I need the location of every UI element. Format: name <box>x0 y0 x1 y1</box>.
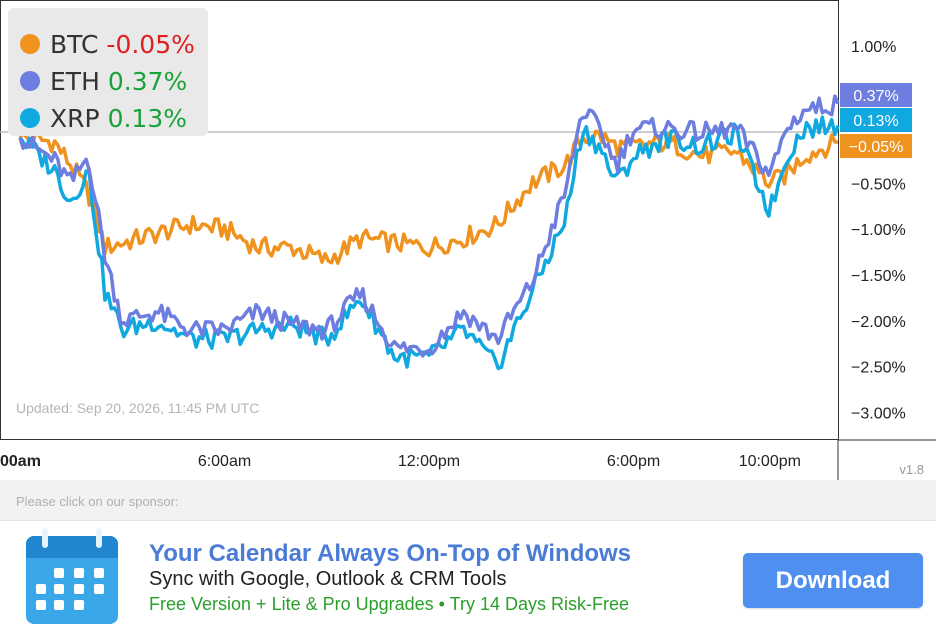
updated-timestamp: Updated: Sep 20, 2026, 11:45 PM UTC <box>16 400 260 416</box>
last-value-badge-btc <box>840 134 912 158</box>
last-value-label: 0.37% <box>853 88 898 105</box>
y-tick-label: −1.50% <box>851 268 906 285</box>
last-value-badge-eth <box>840 83 912 107</box>
legend-item-eth: ETH 0.37% <box>20 63 187 99</box>
legend-item-xrp: XRP 0.13% <box>20 100 187 136</box>
legend-value: -0.05% <box>106 29 195 59</box>
x-tick-label: 6:00am <box>198 453 251 470</box>
calendar-icon[interactable] <box>26 528 118 624</box>
last-value-label: −0.05% <box>849 139 904 156</box>
y-tick-label: −2.00% <box>851 314 906 331</box>
legend-value: 0.13% <box>107 103 187 133</box>
legend: BTC -0.05% ETH 0.37% XRP 0.13% <box>8 8 208 136</box>
y-tick-label: −2.50% <box>851 360 906 377</box>
x-tick-label: 12:00pm <box>398 453 460 470</box>
ad-title[interactable]: Your Calendar Always On-Top of Windows <box>149 540 632 567</box>
series-line-eth <box>18 94 840 358</box>
last-value-badge-xrp <box>840 108 912 132</box>
legend-name: ETH <box>50 66 100 96</box>
y-tick-label: −1.00% <box>851 222 906 239</box>
legend-value: 0.37% <box>107 66 188 96</box>
last-value-label: 0.13% <box>853 113 898 130</box>
sponsor-band <box>0 480 936 520</box>
legend-item-btc: BTC -0.05% <box>20 26 195 62</box>
x-tick-label: 10:00pm <box>739 453 801 470</box>
download-button[interactable]: Download <box>743 553 923 608</box>
y-tick-label: −3.00% <box>851 406 906 423</box>
sponsor-label: Please click on our sponsor: <box>16 494 179 509</box>
legend-name: XRP <box>50 103 100 133</box>
eth-dot-icon <box>20 71 40 91</box>
version-label: v1.8 <box>899 462 924 477</box>
y-tick-label: 1.00% <box>851 39 896 56</box>
x-tick-label: 00am <box>0 453 41 470</box>
x-tick-label: 6:00pm <box>607 453 660 470</box>
legend-name: BTC <box>50 29 99 59</box>
y-tick-label: −0.50% <box>851 176 906 193</box>
series-line-xrp <box>18 115 840 371</box>
xrp-dot-icon <box>20 108 40 128</box>
ad-subtitle: Sync with Google, Outlook & CRM Tools <box>149 568 507 590</box>
ad-note: Free Version + Lite & Pro Upgrades • Try… <box>149 594 629 614</box>
series-line-btc <box>18 129 839 265</box>
btc-dot-icon <box>20 34 40 54</box>
